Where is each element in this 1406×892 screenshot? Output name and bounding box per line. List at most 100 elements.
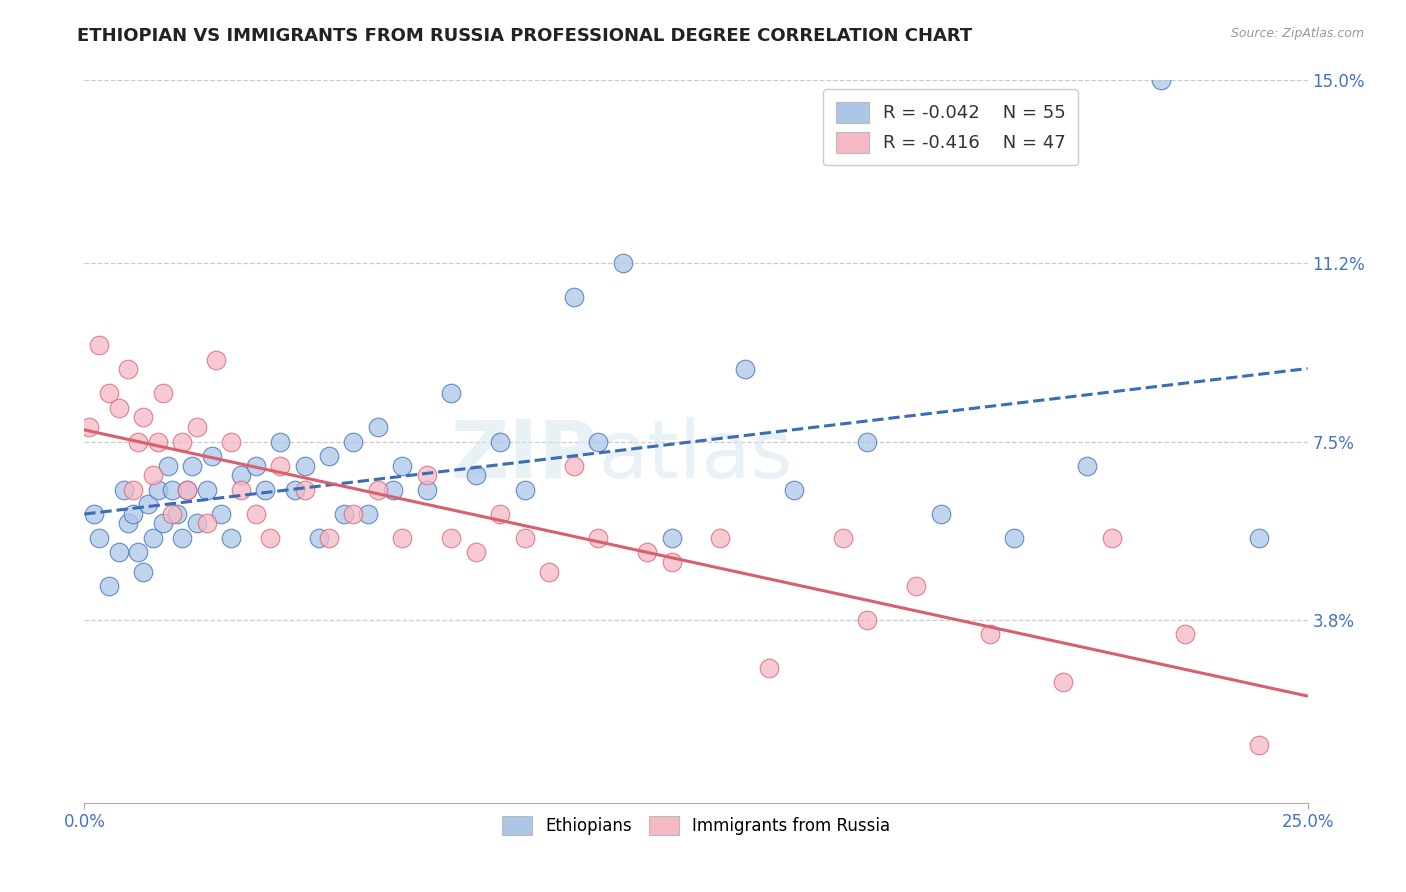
Point bbox=[162, 507, 184, 521]
Point bbox=[132, 410, 155, 425]
Point bbox=[586, 531, 609, 545]
Point bbox=[166, 507, 188, 521]
Point bbox=[332, 507, 354, 521]
Point bbox=[107, 401, 129, 415]
Point bbox=[97, 386, 120, 401]
Point bbox=[709, 531, 731, 545]
Point bbox=[416, 483, 439, 497]
Point bbox=[284, 483, 307, 497]
Point bbox=[176, 483, 198, 497]
Point bbox=[156, 458, 179, 473]
Point bbox=[489, 434, 512, 449]
Point bbox=[367, 483, 389, 497]
Point bbox=[127, 434, 149, 449]
Point bbox=[152, 516, 174, 531]
Point bbox=[152, 386, 174, 401]
Point bbox=[831, 531, 853, 545]
Point bbox=[440, 386, 463, 401]
Point bbox=[186, 516, 208, 531]
Point bbox=[117, 362, 139, 376]
Point bbox=[77, 420, 100, 434]
Point bbox=[357, 507, 380, 521]
Point bbox=[1101, 531, 1123, 545]
Point bbox=[1174, 627, 1197, 641]
Point bbox=[112, 483, 135, 497]
Text: ZIP: ZIP bbox=[451, 417, 598, 495]
Point bbox=[172, 531, 194, 545]
Point bbox=[1076, 458, 1098, 473]
Text: Source: ZipAtlas.com: Source: ZipAtlas.com bbox=[1230, 27, 1364, 40]
Point bbox=[783, 483, 806, 497]
Point bbox=[127, 545, 149, 559]
Point bbox=[195, 516, 218, 531]
Point bbox=[136, 497, 159, 511]
Point bbox=[269, 434, 291, 449]
Point bbox=[318, 531, 340, 545]
Point bbox=[122, 483, 145, 497]
Point bbox=[856, 613, 879, 627]
Point bbox=[758, 661, 780, 675]
Point bbox=[1247, 738, 1270, 752]
Point bbox=[391, 531, 413, 545]
Point bbox=[245, 507, 267, 521]
Point bbox=[929, 507, 952, 521]
Point bbox=[342, 507, 364, 521]
Point bbox=[308, 531, 330, 545]
Point bbox=[1247, 531, 1270, 545]
Point bbox=[219, 531, 242, 545]
Point bbox=[416, 468, 439, 483]
Point bbox=[245, 458, 267, 473]
Point bbox=[342, 434, 364, 449]
Point bbox=[219, 434, 242, 449]
Point bbox=[181, 458, 204, 473]
Point bbox=[661, 555, 683, 569]
Point bbox=[612, 256, 634, 270]
Point bbox=[195, 483, 218, 497]
Point bbox=[636, 545, 658, 559]
Point bbox=[87, 338, 110, 352]
Point bbox=[142, 468, 165, 483]
Point bbox=[661, 531, 683, 545]
Point bbox=[87, 531, 110, 545]
Point bbox=[117, 516, 139, 531]
Point bbox=[122, 507, 145, 521]
Point bbox=[440, 531, 463, 545]
Point bbox=[856, 434, 879, 449]
Point bbox=[905, 579, 928, 593]
Point bbox=[209, 507, 232, 521]
Point bbox=[489, 507, 512, 521]
Point bbox=[259, 531, 281, 545]
Point bbox=[146, 483, 169, 497]
Point bbox=[205, 352, 228, 367]
Point bbox=[367, 420, 389, 434]
Point bbox=[294, 458, 316, 473]
Point bbox=[97, 579, 120, 593]
Point bbox=[1002, 531, 1025, 545]
Point bbox=[513, 531, 536, 545]
Point bbox=[1150, 73, 1173, 87]
Text: atlas: atlas bbox=[598, 417, 793, 495]
Point bbox=[83, 507, 105, 521]
Point bbox=[172, 434, 194, 449]
Point bbox=[391, 458, 413, 473]
Point bbox=[132, 565, 155, 579]
Point bbox=[162, 483, 184, 497]
Point bbox=[562, 458, 585, 473]
Point bbox=[200, 449, 222, 463]
Legend: Ethiopians, Immigrants from Russia: Ethiopians, Immigrants from Russia bbox=[495, 809, 897, 841]
Point bbox=[1052, 675, 1074, 690]
Point bbox=[229, 468, 252, 483]
Point bbox=[381, 483, 404, 497]
Point bbox=[229, 483, 252, 497]
Point bbox=[538, 565, 561, 579]
Point bbox=[464, 545, 486, 559]
Point bbox=[464, 468, 486, 483]
Point bbox=[586, 434, 609, 449]
Point bbox=[562, 290, 585, 304]
Point bbox=[142, 531, 165, 545]
Point bbox=[513, 483, 536, 497]
Point bbox=[107, 545, 129, 559]
Point bbox=[186, 420, 208, 434]
Point bbox=[294, 483, 316, 497]
Point bbox=[176, 483, 198, 497]
